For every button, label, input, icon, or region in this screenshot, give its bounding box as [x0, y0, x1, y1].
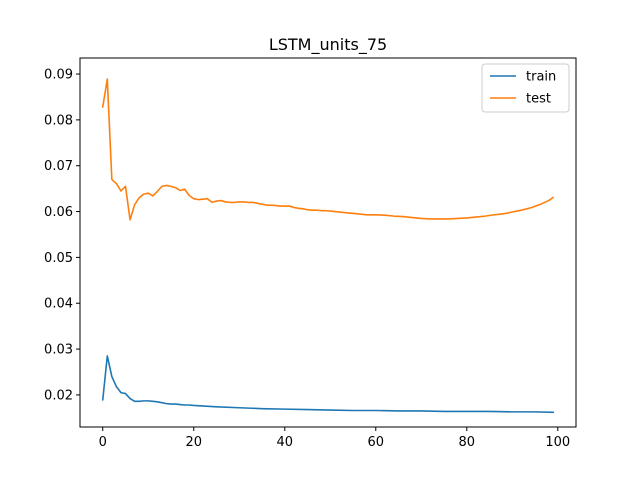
x-tick-label: 20	[185, 435, 202, 450]
series-layer	[101, 78, 555, 414]
series-line-test	[101, 78, 555, 221]
x-tick-label: 60	[368, 435, 385, 450]
y-tick-label: 0.07	[44, 159, 73, 174]
series-line-train	[101, 355, 555, 414]
plot-frame	[79, 57, 577, 428]
x-tick-label: 0	[99, 435, 107, 450]
y-tick-label: 0.03	[44, 343, 73, 358]
chart-title: LSTM_units_75	[269, 35, 387, 55]
y-axis: 0.02 0.03 0.04 0.05 0.06 0.07 0.08 0.09	[44, 68, 80, 403]
legend-label-test: test	[526, 92, 551, 107]
legend: train test	[481, 63, 570, 113]
x-tick-label: 40	[276, 435, 293, 450]
y-tick-label: 0.02	[44, 388, 73, 403]
y-tick-label: 0.09	[44, 68, 73, 83]
y-tick-label: 0.04	[44, 297, 73, 312]
x-axis: 0 20 40 60 80 100	[99, 427, 570, 450]
legend-label-train: train	[526, 70, 556, 85]
y-tick-label: 0.06	[44, 205, 73, 220]
plot-area	[79, 57, 577, 428]
x-tick-label: 80	[459, 435, 476, 450]
y-tick-label: 0.08	[44, 113, 73, 128]
y-tick-label: 0.05	[44, 251, 73, 266]
x-tick-label: 100	[545, 435, 570, 450]
